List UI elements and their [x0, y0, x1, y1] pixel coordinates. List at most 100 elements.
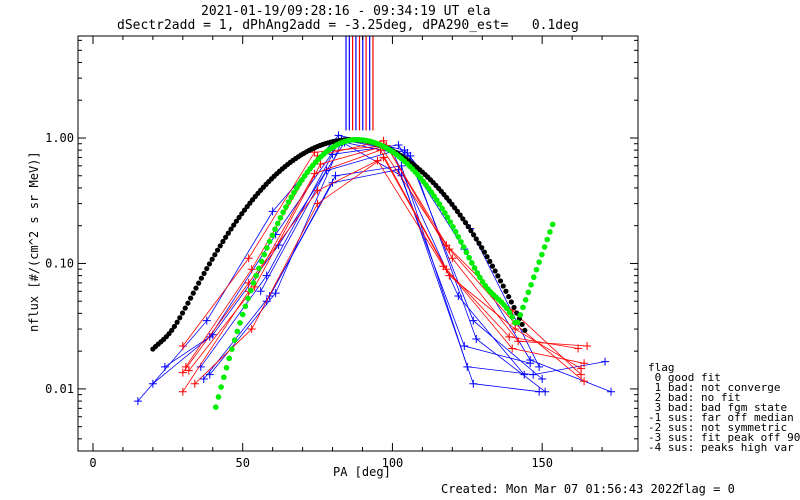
fit-point [190, 290, 196, 296]
fit-point [460, 244, 467, 250]
fit-point [489, 263, 496, 269]
data-point [328, 150, 337, 159]
fit-point [226, 355, 233, 362]
legend-entry: 1 bad: not converge [648, 381, 781, 394]
data-point [256, 287, 265, 296]
fit-point [477, 274, 483, 281]
fit-point [528, 281, 534, 288]
fit-point [179, 310, 186, 316]
data-point [394, 140, 403, 149]
fit-point [530, 274, 537, 281]
data-point [178, 341, 187, 350]
x-tick-label: 100 [382, 456, 404, 470]
fit-point [549, 221, 556, 228]
fit-point [431, 193, 437, 199]
data-point [580, 377, 589, 386]
data-point [148, 379, 157, 388]
fit-point [471, 265, 478, 271]
data-point [511, 325, 520, 334]
fit-point [492, 268, 498, 274]
data-point [448, 254, 457, 263]
data-point [538, 374, 547, 383]
fit-point [242, 303, 249, 310]
fit-point [171, 323, 178, 330]
fit-point [470, 232, 477, 238]
fit-point [460, 216, 466, 222]
chart-title-line2: dSectr2add = 1, dPhAng2add = -3.25deg, d… [117, 18, 579, 33]
fit-point [231, 337, 238, 344]
data-point [505, 332, 514, 341]
flag-legend: flag 0 good fit 1 bad: not converge 2 ba… [640, 362, 800, 454]
fit-point [187, 295, 194, 301]
fit-point [436, 201, 443, 207]
plot-frame [77, 35, 639, 452]
fit-point [229, 346, 235, 352]
data-point [583, 341, 592, 350]
fit-point [474, 270, 480, 276]
fit-point [277, 214, 284, 221]
data-point [472, 334, 481, 343]
fit-point [177, 315, 183, 321]
y-tick-label: 0.01 [45, 382, 74, 396]
fit-point [223, 364, 230, 371]
data-point [469, 379, 478, 388]
fit-point [217, 243, 223, 249]
fit-point [544, 236, 551, 243]
legend-entry: 3 bad: bad fgm state [648, 401, 788, 414]
data-point [331, 171, 340, 180]
chart-title-line1: 2021-01-19/09:28:16 - 09:34:19 UT ela [201, 4, 491, 19]
series-line [185, 140, 585, 382]
fit-point [237, 320, 243, 326]
fit-point [466, 254, 472, 261]
data-point [313, 199, 322, 208]
fit-point [476, 240, 482, 246]
data-point [205, 370, 214, 379]
fit-point [517, 312, 524, 318]
fit-point [484, 254, 490, 260]
fit-point [169, 327, 175, 333]
fit-point [285, 199, 292, 205]
data-point [133, 397, 142, 406]
fit-point [250, 280, 257, 286]
legend-entry: -2 sus: not symmetric [648, 421, 788, 434]
data-point [577, 364, 586, 373]
fit-point [288, 194, 295, 200]
data-point [535, 387, 544, 396]
fit-point [206, 261, 213, 267]
fit-point [547, 229, 553, 235]
data-point [439, 262, 448, 271]
fit-point [506, 293, 512, 300]
fit-point [241, 207, 248, 213]
data-point [268, 207, 277, 216]
fit-point [454, 208, 461, 214]
fit-point [522, 297, 529, 303]
fit-point [214, 247, 221, 253]
data-point [190, 379, 199, 388]
fit-point [266, 238, 273, 245]
fit-point [236, 214, 242, 221]
data-point [508, 344, 517, 353]
fit-point [256, 265, 262, 272]
fit-point [272, 226, 278, 233]
data-point [316, 160, 325, 169]
fit-point [452, 205, 458, 211]
fit-point [218, 384, 224, 390]
data-point [526, 359, 535, 368]
x-tick-label: 150 [531, 456, 553, 470]
fit-point [455, 233, 462, 240]
data-point [580, 359, 589, 368]
fit-point [280, 209, 286, 216]
fit-point [520, 304, 526, 311]
fit-point [495, 273, 501, 279]
y-tick-label: 1.00 [45, 131, 74, 145]
legend-entry: -3 sus: fit peak off 90 [648, 431, 800, 444]
fit-point [511, 304, 517, 311]
fit-point [541, 244, 548, 250]
fit-point [269, 232, 276, 239]
data-point [520, 370, 529, 379]
fit-point [473, 236, 479, 242]
fit-point [239, 311, 246, 318]
fit-point [283, 204, 289, 210]
series-line [182, 149, 585, 392]
